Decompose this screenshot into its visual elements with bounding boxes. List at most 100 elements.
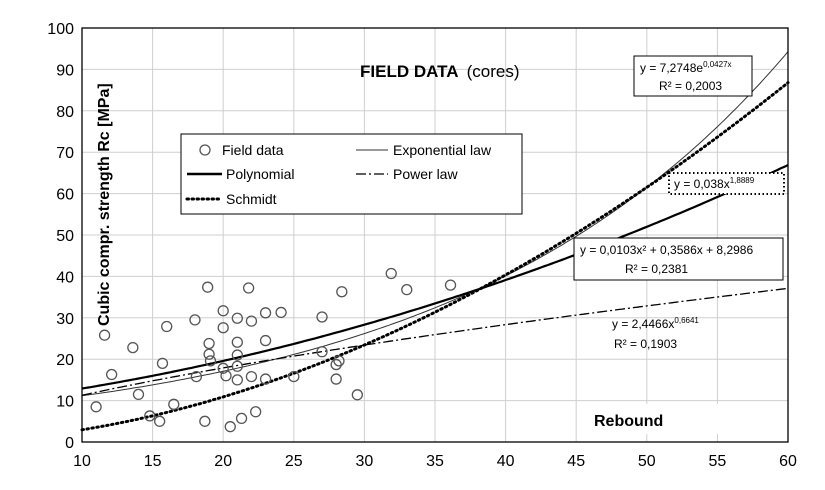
legend-box <box>180 133 523 215</box>
y-tick-label: 10 <box>56 394 74 411</box>
x-tick-label: 25 <box>285 453 303 470</box>
data-point <box>217 362 229 374</box>
equation-polynomial-r2: R² = 0,2381 <box>625 262 688 276</box>
fit-curves <box>80 51 790 432</box>
x-tick-label: 30 <box>356 453 374 470</box>
y-tick-label: 80 <box>56 104 74 121</box>
data-point <box>220 370 232 382</box>
x-tick-label: 40 <box>497 453 515 470</box>
data-point <box>333 355 345 367</box>
chart-title-suffix: (cores) <box>467 62 520 81</box>
data-point <box>231 374 243 386</box>
legend-label-exponential: Exponential law <box>393 142 492 158</box>
data-point <box>189 314 201 326</box>
y-tick-label: 0 <box>65 435 74 452</box>
legend-marker-field-data <box>199 144 211 156</box>
y-tick-label: 70 <box>56 145 74 162</box>
x-tick-label: 35 <box>426 453 444 470</box>
equation-power-r2: R² = 0,1903 <box>614 337 677 351</box>
x-tick-label: 60 <box>779 453 797 470</box>
x-tick-label: 55 <box>709 453 727 470</box>
equation-schmidt: y = 0,038x1,8889 <box>668 172 785 195</box>
equation-polynomial: y = 0,0103x² + 0,3586x + 8,2986 R² = 0,2… <box>573 237 784 281</box>
y-tick-label: 100 <box>47 21 74 38</box>
chart-title: FIELD DATA (cores) <box>360 62 520 81</box>
data-point <box>444 279 457 291</box>
equation-power: y = 2,4466x0,6641 R² = 0,1903 <box>612 316 699 351</box>
equation-polynomial-box <box>573 237 784 281</box>
equation-exponential-text: y = 7,2748e0,0427x <box>640 60 732 75</box>
data-point <box>90 401 102 413</box>
legend-label-power: Power law <box>393 166 458 182</box>
plot-frame <box>81 27 789 443</box>
y-tick-label: 20 <box>56 352 74 369</box>
data-point <box>199 415 211 427</box>
x-axis-label-bg <box>588 404 740 434</box>
data-point <box>203 337 215 350</box>
x-axis-label: Rebound <box>594 413 663 430</box>
data-point <box>106 368 118 381</box>
data-point <box>224 421 236 433</box>
y-tick-label: 90 <box>56 62 74 79</box>
data-point <box>154 415 166 427</box>
equation-schmidt-text: y = 0,038x1,8889 <box>674 176 755 191</box>
legend-label-polynomial: Polynomial <box>226 166 294 182</box>
fit-line-power-law <box>81 287 789 396</box>
data-point <box>217 322 229 334</box>
legend-label-field-data: Field data <box>222 142 284 158</box>
data-point <box>316 311 328 323</box>
equation-exponential-box <box>633 55 753 97</box>
data-point <box>127 341 139 354</box>
data-point <box>231 349 243 361</box>
data-point <box>336 286 348 298</box>
data-point <box>202 281 214 293</box>
data-point <box>288 370 300 383</box>
data-point <box>231 360 243 372</box>
data-point <box>316 346 328 358</box>
y-tick-label: 60 <box>56 187 74 204</box>
y-axis-label: Cubic compr. strength Rc [MPa] <box>96 83 113 326</box>
y-tick-label: 50 <box>56 228 74 245</box>
x-tick-label: 15 <box>144 453 162 470</box>
data-point <box>275 306 287 319</box>
data-point <box>242 282 255 294</box>
data-point <box>231 336 243 348</box>
data-point <box>245 315 258 327</box>
data-point <box>259 334 272 347</box>
data-point <box>330 373 342 385</box>
data-point <box>204 355 217 367</box>
legend: Field data Exponential law Polynomial Po… <box>180 133 523 215</box>
data-points <box>90 267 457 433</box>
x-tick-label: 10 <box>73 453 91 470</box>
data-point <box>235 412 248 425</box>
data-point <box>190 370 203 383</box>
data-point <box>203 348 215 360</box>
equation-schmidt-box <box>668 172 785 195</box>
fit-line-polynomial <box>81 164 789 390</box>
data-point <box>259 373 272 385</box>
equation-exponential-r2: R² = 0,2003 <box>659 79 722 93</box>
fit-line-schmidt <box>80 81 790 432</box>
equation-exponential: y = 7,2748e0,0427x R² = 0,2003 <box>633 55 753 97</box>
data-point <box>330 358 342 371</box>
data-point <box>385 267 397 280</box>
data-point <box>98 329 111 341</box>
data-point <box>401 283 413 296</box>
y-tick-label: 30 <box>56 311 74 328</box>
equation-polynomial-text: y = 0,0103x² + 0,3586x + 8,2986 <box>580 243 753 257</box>
data-point <box>259 307 272 319</box>
chart-title-main: FIELD DATA <box>360 62 458 81</box>
x-tick-label: 50 <box>638 453 656 470</box>
x-tick-label: 20 <box>214 453 232 470</box>
data-point <box>217 305 229 317</box>
legend-label-schmidt: Schmidt <box>226 191 277 207</box>
y-tick-label: 40 <box>56 269 74 286</box>
data-point <box>161 320 173 333</box>
data-point <box>250 406 262 418</box>
equation-power-text: y = 2,4466x0,6641 <box>612 316 699 331</box>
data-point <box>132 388 145 401</box>
x-tick-label: 45 <box>567 453 585 470</box>
data-point <box>351 389 363 401</box>
